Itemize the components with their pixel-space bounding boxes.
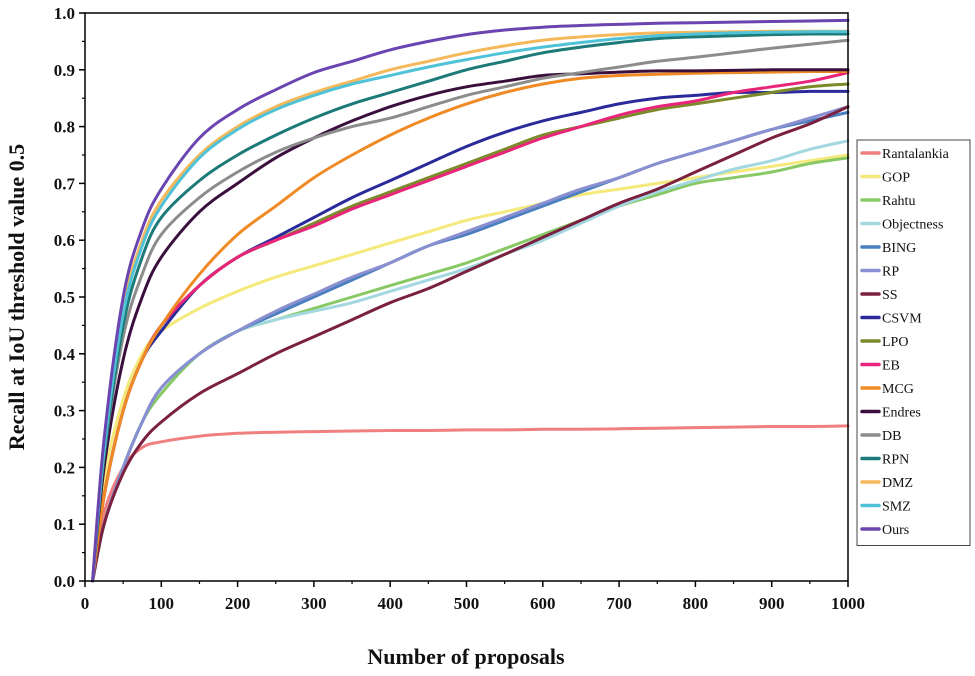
axes: 0 100 200 300 400 500 600 700 800 900 1000 0.0 0.1 0.…: [54, 4, 865, 613]
legend-label-lpo: LPO: [882, 335, 908, 350]
series-line-db: [91, 38, 850, 583]
y-tick-label: 0.3: [54, 402, 75, 421]
y-tick-label: 0.5: [54, 288, 75, 307]
series-line-rp: [91, 105, 850, 583]
series-line-dmz: [91, 29, 850, 583]
series-line-lpo: [91, 82, 850, 583]
y-tick-label: 0.1: [54, 515, 75, 534]
series-line-smz: [91, 30, 850, 583]
legend-label-endres: Endres: [882, 406, 921, 421]
legend-label-smz: SMZ: [882, 500, 911, 515]
series-line-mcg: [91, 69, 850, 583]
legend-label-ss: SS: [882, 288, 898, 303]
x-tick-label: 100: [149, 594, 175, 613]
x-tick-label: 1000: [831, 594, 865, 613]
x-tick-label: 500: [454, 594, 480, 613]
legend-label-bing: BING: [882, 241, 916, 256]
legend-label-eb: EB: [882, 359, 900, 374]
x-tick-label: 400: [377, 594, 403, 613]
x-tick-label: 300: [301, 594, 327, 613]
x-tick-label: 700: [606, 594, 632, 613]
series-line-rantalankia: [91, 424, 850, 583]
x-tick-label: 900: [759, 594, 785, 613]
x-tick-label: 0: [81, 594, 90, 613]
legend-label-mcg: MCG: [882, 382, 914, 397]
legend-label-gop: GOP: [882, 171, 910, 186]
y-tick-label: 0.6: [54, 231, 75, 250]
series-line-ours: [91, 18, 850, 583]
y-tick-label: 0.9: [54, 61, 75, 80]
legend-label-csvm: CSVM: [882, 312, 922, 327]
y-tick-label: 0.8: [54, 118, 75, 137]
legend-label-rp: RP: [882, 265, 899, 280]
y-tick-label: 0.0: [54, 572, 75, 591]
series-lines: [91, 18, 850, 583]
legend-label-db: DB: [882, 429, 901, 444]
y-tick-label: 0.7: [54, 174, 76, 193]
legend: Rantalankia GOP Rahtu Objectness BING RP SS CSV…: [856, 139, 971, 546]
x-tick-label: 200: [225, 594, 251, 613]
x-axis-title: Number of proposals: [367, 644, 565, 669]
series-line-gop: [91, 153, 850, 583]
y-tick-label: 1.0: [54, 4, 75, 23]
legend-label-rantalankia: Rantalankia: [882, 147, 950, 162]
legend-label-rpn: RPN: [882, 453, 909, 468]
series-line-bing: [91, 110, 850, 583]
y-axis-title: Recall at IoU threshold value 0.5: [4, 144, 29, 450]
y-tick-label: 0.2: [54, 458, 75, 477]
legend-label-ours: Ours: [882, 523, 909, 538]
series-line-rahtu: [91, 156, 850, 583]
series-line-rpn: [91, 32, 850, 583]
series-line-endres: [91, 68, 850, 583]
legend-label-objectness: Objectness: [882, 218, 943, 233]
y-tick-label: 0.4: [54, 345, 76, 364]
series-line-ss: [91, 105, 850, 583]
legend-label-rahtu: Rahtu: [882, 194, 915, 209]
legend-label-dmz: DMZ: [882, 476, 913, 491]
x-tick-label: 800: [683, 594, 709, 613]
x-tick-label: 600: [530, 594, 556, 613]
